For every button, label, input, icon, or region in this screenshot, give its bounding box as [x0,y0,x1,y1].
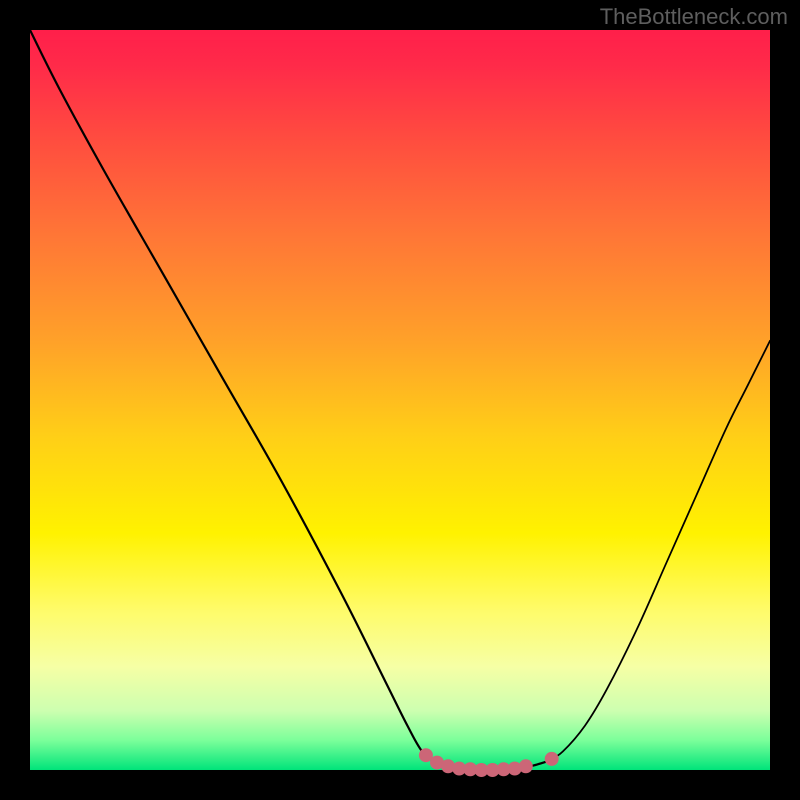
bottleneck-chart: TheBottleneck.com [0,0,800,800]
chart-svg: TheBottleneck.com [0,0,800,800]
gradient-background [30,30,770,770]
valley-marker [519,759,533,773]
watermark-text: TheBottleneck.com [600,4,788,29]
valley-marker [545,752,559,766]
